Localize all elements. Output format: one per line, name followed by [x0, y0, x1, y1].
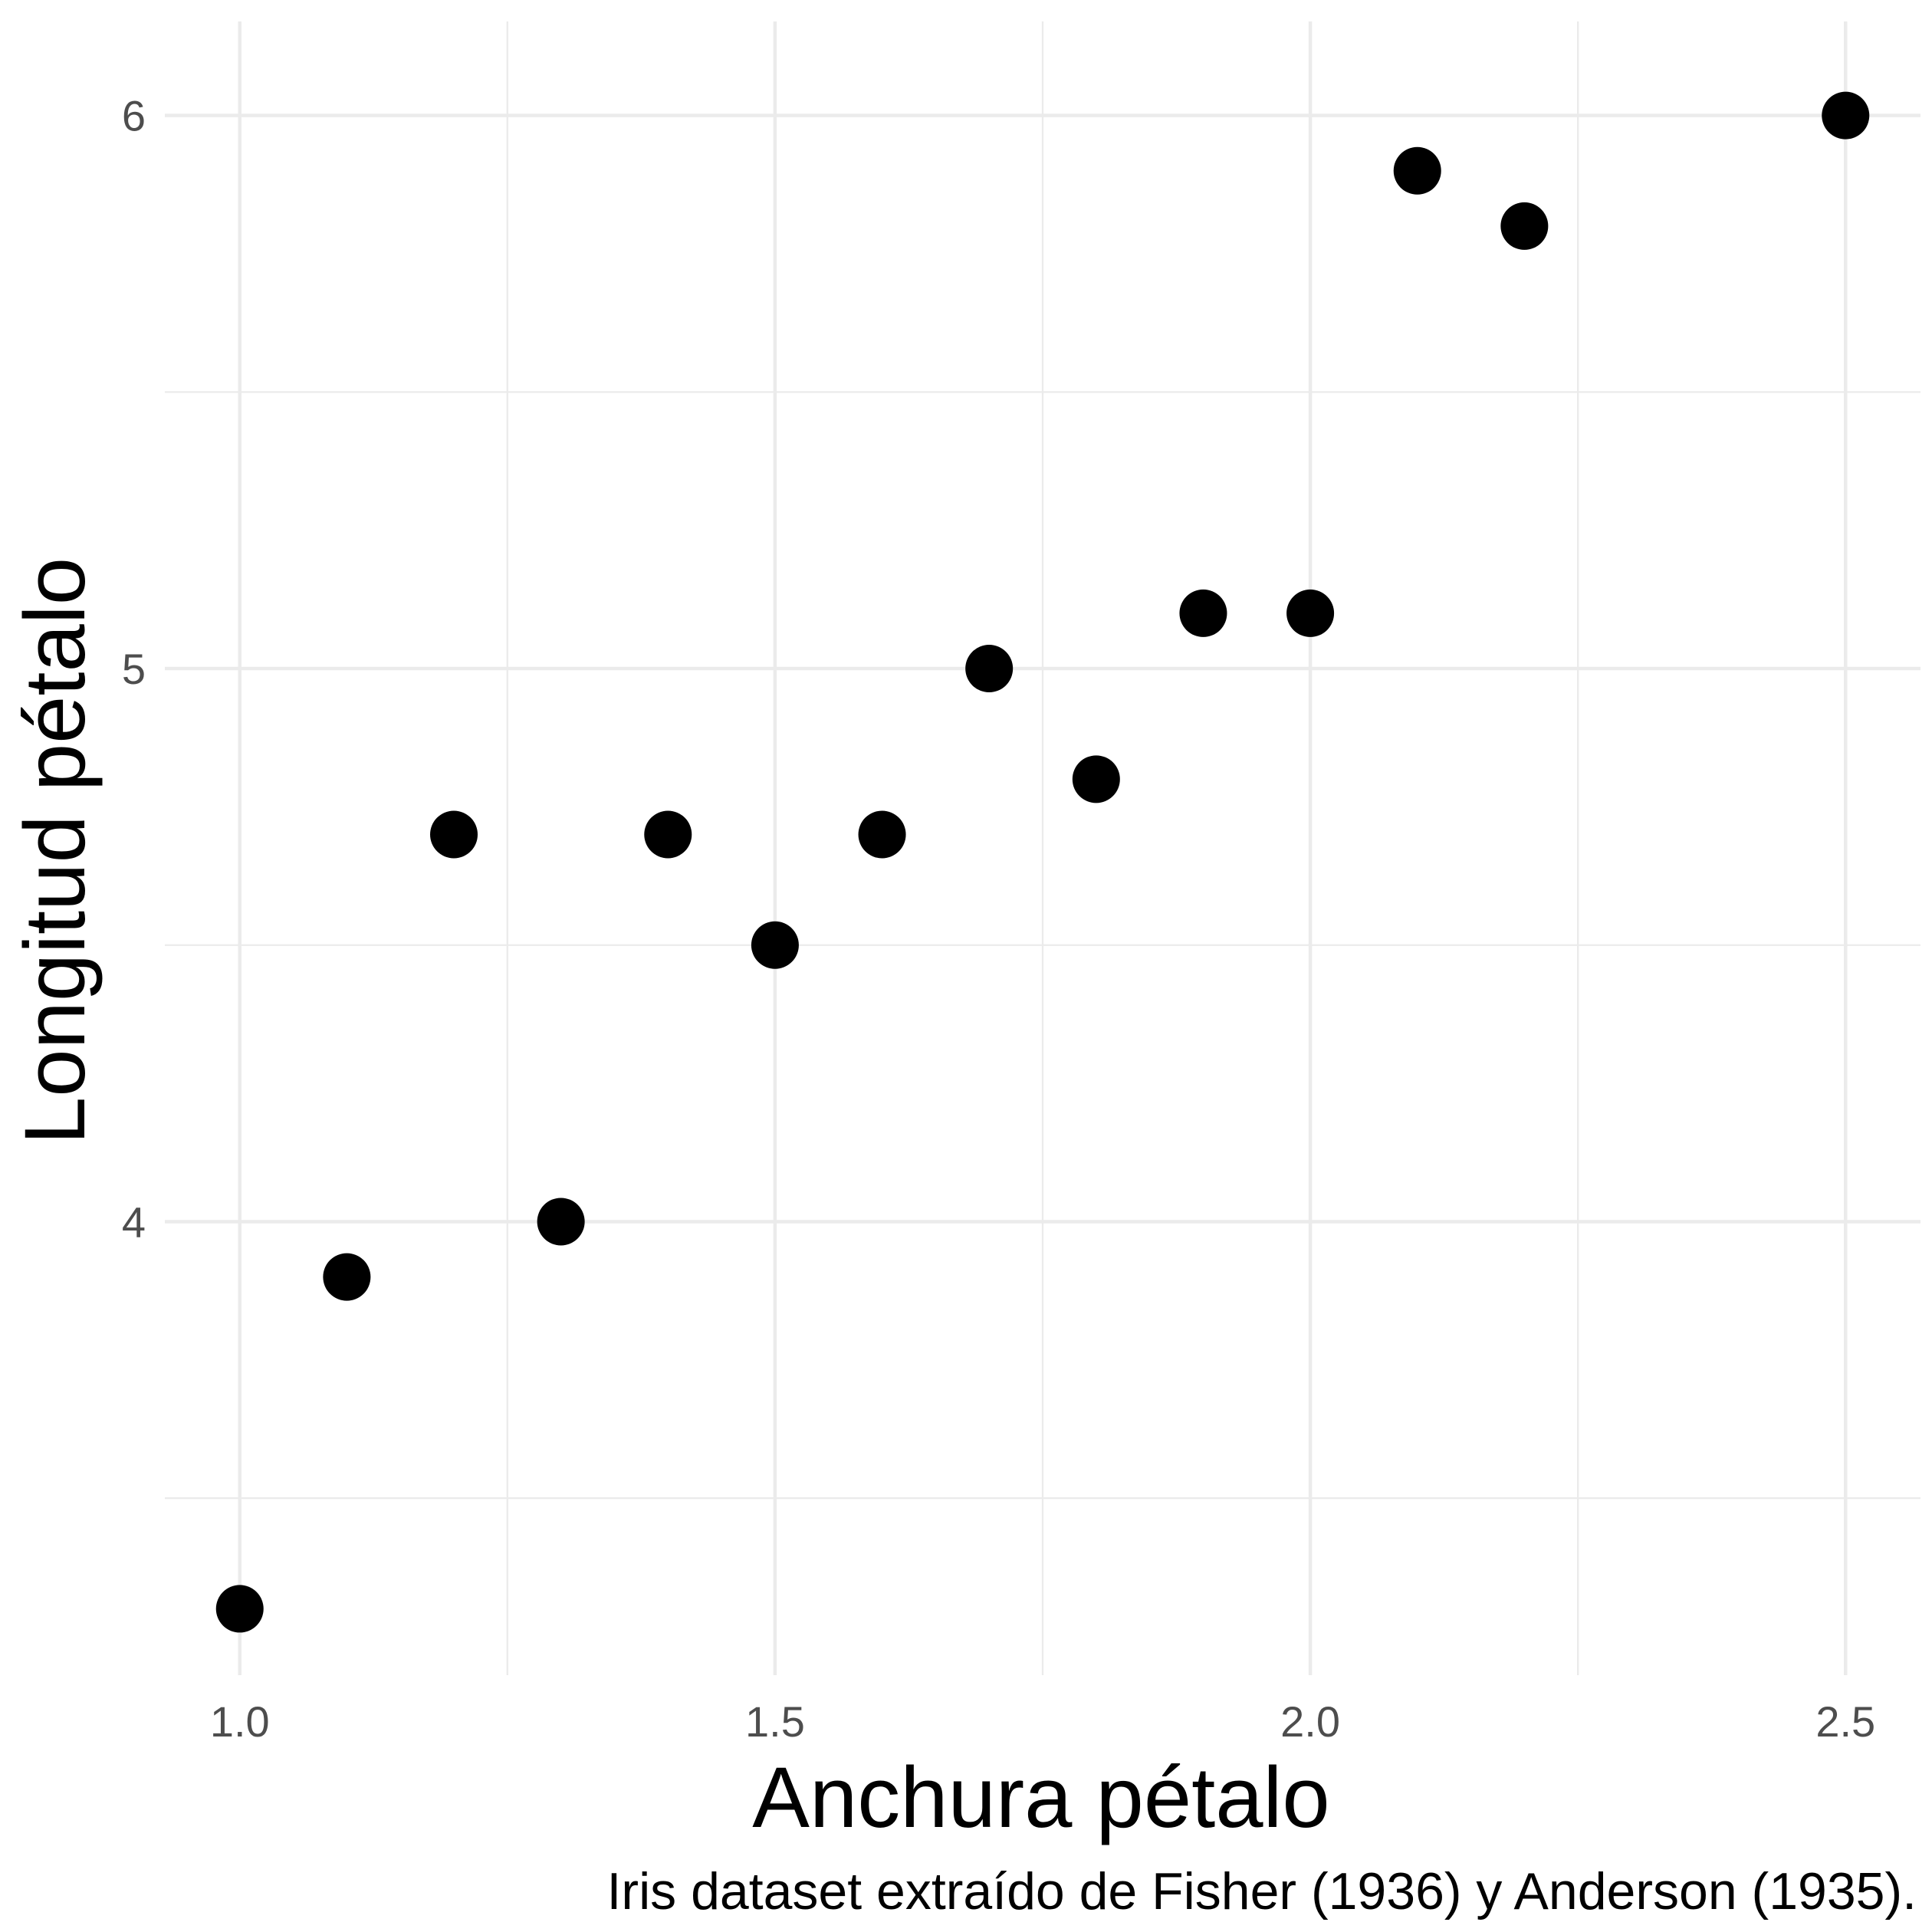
- chart-caption: Iris dataset extraído de Fisher (1936) y…: [607, 1862, 1917, 1921]
- data-point: [323, 1253, 371, 1301]
- data-point: [751, 921, 799, 969]
- x-tick-label: 2.0: [1280, 1697, 1340, 1746]
- y-tick-label: 4: [122, 1198, 146, 1246]
- data-point: [1822, 91, 1870, 140]
- data-point: [430, 810, 478, 859]
- data-point: [965, 645, 1014, 693]
- x-tick-label: 1.5: [745, 1697, 805, 1746]
- data-point: [644, 810, 692, 859]
- data-point: [1500, 202, 1549, 250]
- data-point: [215, 1585, 264, 1633]
- data-point: [1286, 589, 1335, 637]
- data-points: [215, 91, 1870, 1633]
- y-axis-title: Longitud pétalo: [7, 557, 103, 1145]
- x-tick-label: 2.5: [1815, 1697, 1875, 1746]
- tick-labels: 1.0 1.5 2.0 2.5 4 5 6: [122, 92, 1875, 1746]
- data-point: [1179, 589, 1227, 637]
- data-point: [1393, 146, 1441, 195]
- x-axis-title: Anchura pétalo: [752, 1750, 1329, 1845]
- data-point: [1072, 755, 1120, 803]
- x-tick-label: 1.0: [210, 1697, 270, 1746]
- y-tick-label: 6: [122, 92, 146, 140]
- grid-lines: [165, 21, 1921, 1675]
- y-tick-label: 5: [122, 645, 146, 693]
- data-point: [858, 810, 906, 859]
- data-point: [537, 1198, 585, 1246]
